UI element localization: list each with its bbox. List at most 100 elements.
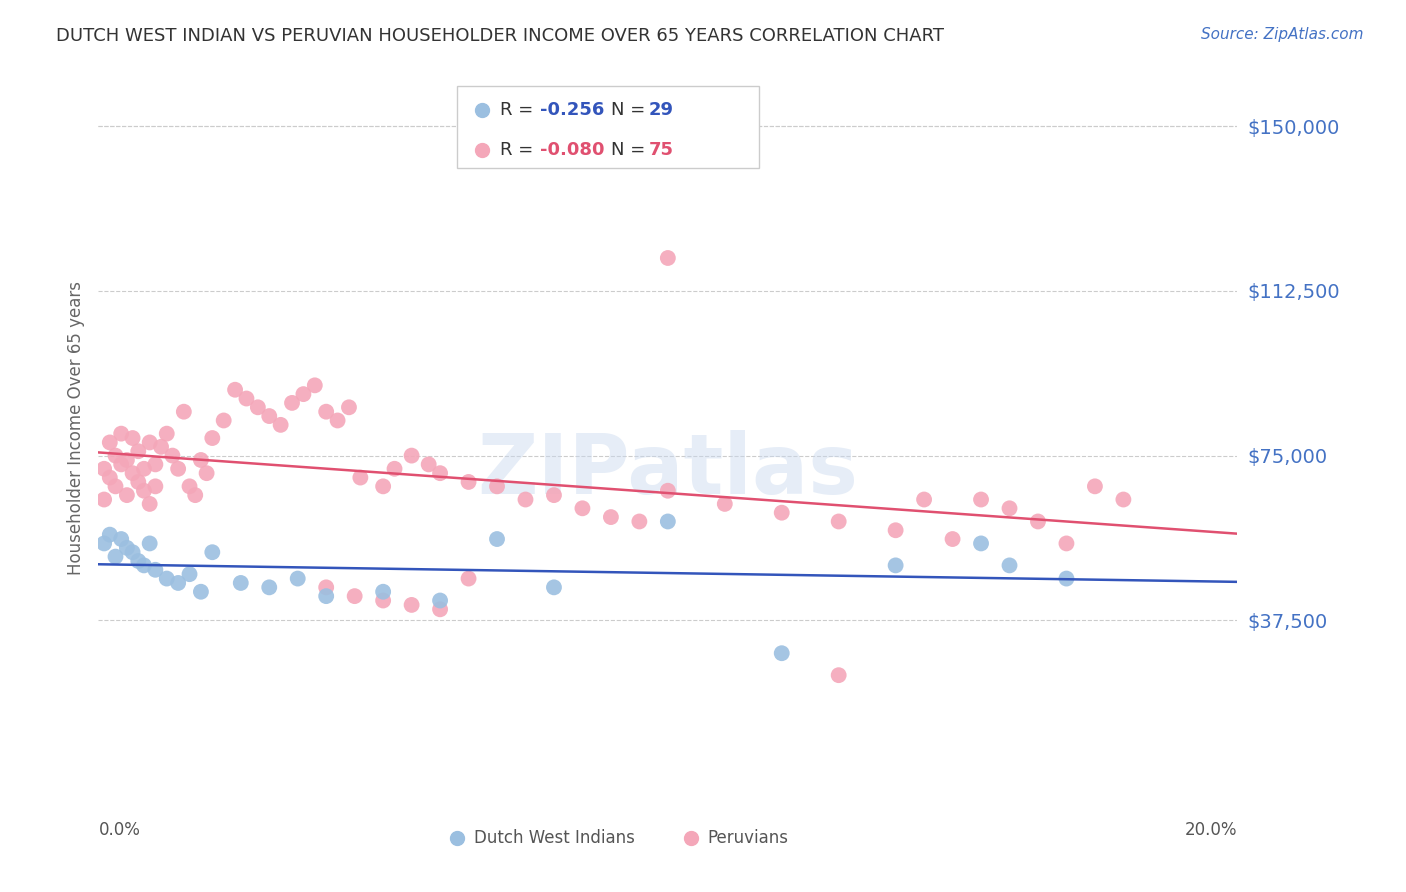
Point xyxy=(173,405,195,419)
Point xyxy=(543,580,565,594)
Point xyxy=(179,567,201,582)
Point xyxy=(127,475,149,489)
Point xyxy=(970,492,993,507)
Text: N =: N = xyxy=(612,102,651,120)
Point xyxy=(115,488,138,502)
Point xyxy=(98,435,121,450)
Point xyxy=(343,589,366,603)
Text: Dutch West Indians: Dutch West Indians xyxy=(474,830,636,847)
Y-axis label: Householder Income Over 65 years: Householder Income Over 65 years xyxy=(66,281,84,575)
Point xyxy=(104,449,127,463)
Point xyxy=(571,501,593,516)
Point xyxy=(104,549,127,564)
Point xyxy=(287,572,309,586)
Point xyxy=(229,576,252,591)
Point xyxy=(104,479,127,493)
Point xyxy=(145,479,167,493)
Point xyxy=(127,444,149,458)
Point xyxy=(457,475,479,489)
Point xyxy=(401,598,423,612)
Point xyxy=(190,453,212,467)
Point xyxy=(486,479,509,493)
Point xyxy=(315,580,337,594)
Point xyxy=(156,426,179,441)
Text: -0.080: -0.080 xyxy=(540,141,605,159)
Point xyxy=(246,401,269,415)
Text: 0.0%: 0.0% xyxy=(98,821,141,838)
Point xyxy=(121,431,143,445)
Point xyxy=(429,466,451,480)
Text: N =: N = xyxy=(612,141,651,159)
Point xyxy=(714,497,737,511)
Point xyxy=(110,532,132,546)
Point xyxy=(162,449,184,463)
Point xyxy=(770,506,793,520)
Point xyxy=(326,413,349,427)
Point xyxy=(138,497,160,511)
Point xyxy=(657,251,679,265)
Text: 29: 29 xyxy=(648,102,673,120)
Point xyxy=(828,515,851,529)
Point xyxy=(138,435,160,450)
Point xyxy=(115,453,138,467)
Point xyxy=(600,510,623,524)
Point xyxy=(315,405,337,419)
Point xyxy=(912,492,935,507)
Point xyxy=(156,572,179,586)
Point xyxy=(373,479,395,493)
Point xyxy=(515,492,537,507)
Point xyxy=(1084,479,1107,493)
Point xyxy=(110,426,132,441)
Point xyxy=(93,492,115,507)
Point xyxy=(942,532,965,546)
Text: 20.0%: 20.0% xyxy=(1185,821,1237,838)
Point xyxy=(429,593,451,607)
Point xyxy=(121,466,143,480)
Point xyxy=(201,545,224,559)
Point xyxy=(349,470,371,484)
Point xyxy=(110,458,132,472)
Text: Peruvians: Peruvians xyxy=(707,830,789,847)
Point xyxy=(115,541,138,555)
Point xyxy=(1026,515,1049,529)
Point xyxy=(212,413,235,427)
Point xyxy=(1112,492,1135,507)
Point xyxy=(1056,572,1078,586)
Point xyxy=(145,563,167,577)
Point xyxy=(970,536,993,550)
Point xyxy=(259,580,281,594)
Text: -0.256: -0.256 xyxy=(540,102,605,120)
Point xyxy=(828,668,851,682)
Point xyxy=(179,479,201,493)
Point xyxy=(292,387,315,401)
Point xyxy=(281,396,304,410)
Point xyxy=(132,483,155,498)
Point xyxy=(770,646,793,660)
Point xyxy=(543,488,565,502)
Point xyxy=(167,576,190,591)
Point xyxy=(98,470,121,484)
Point xyxy=(121,545,143,559)
Point xyxy=(384,462,406,476)
Point xyxy=(657,483,679,498)
Point xyxy=(195,466,218,480)
FancyBboxPatch shape xyxy=(457,86,759,168)
Point xyxy=(373,593,395,607)
Point xyxy=(138,536,160,550)
Point xyxy=(184,488,207,502)
Point xyxy=(132,558,155,573)
Point xyxy=(1056,536,1078,550)
Text: R =: R = xyxy=(501,141,540,159)
Point xyxy=(373,584,395,599)
Point xyxy=(93,462,115,476)
Point xyxy=(127,554,149,568)
Point xyxy=(998,558,1021,573)
Point xyxy=(224,383,246,397)
Point xyxy=(201,431,224,445)
Point xyxy=(628,515,651,529)
Text: R =: R = xyxy=(501,102,540,120)
Point xyxy=(884,558,907,573)
Point xyxy=(167,462,190,476)
Point xyxy=(486,532,509,546)
Point xyxy=(429,602,451,616)
